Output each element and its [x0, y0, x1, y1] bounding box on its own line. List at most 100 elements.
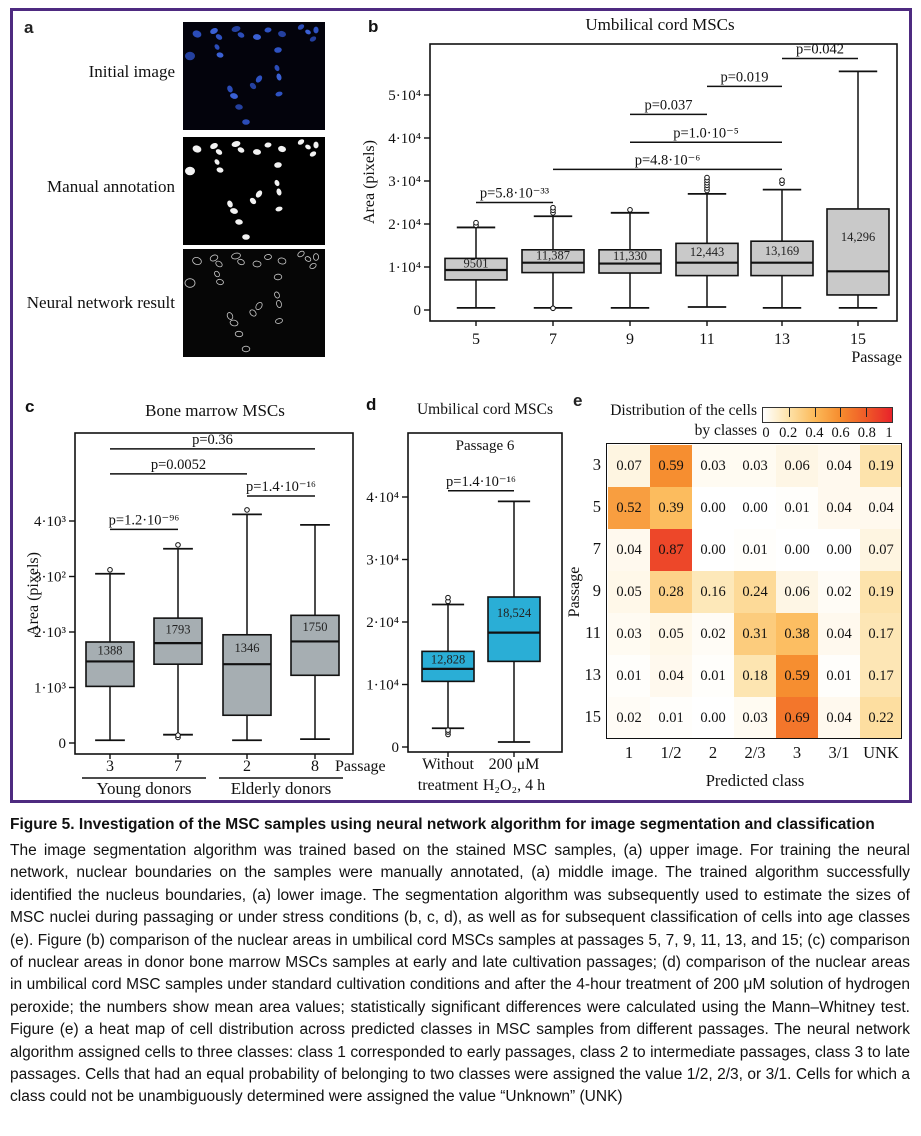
nucleus — [209, 254, 219, 262]
panel-d-boxplot-chart: d Umbilical cord MSCs 0 1·10⁴ 2·10⁴ 3·10⁴ 4·10… — [366, 395, 563, 794]
nucleus — [305, 144, 311, 150]
iqr-box — [222, 633, 272, 717]
outlier-point — [550, 204, 556, 211]
boxplot-series-2: 1793 — [153, 542, 203, 759]
outlier-point — [550, 305, 556, 312]
y-tick-label: 1·10⁴ — [366, 678, 399, 694]
heatmap-cell: 0.59 — [776, 655, 818, 697]
y-tick-label: 4·10⁴ — [366, 490, 399, 506]
nucleus — [278, 30, 286, 38]
mean-value-label: 14,296 — [841, 230, 875, 244]
panel-label-a: a — [24, 18, 34, 37]
plot-border — [429, 43, 898, 322]
mean-value-label: 1750 — [303, 620, 328, 634]
x-tick-label: 8 — [311, 758, 319, 775]
heatmap-cell: 0.01 — [650, 697, 692, 739]
nucleus — [215, 149, 223, 155]
iqr-box — [487, 596, 541, 663]
heatmap-cell: 0.03 — [734, 697, 776, 739]
heatmap-cell: 0.04 — [818, 697, 860, 739]
heatmap-row-label: 7 — [592, 539, 601, 558]
boxplot-series-1: 12,828 — [421, 594, 475, 757]
boxplot-series-4: 1750 — [290, 523, 340, 759]
heatmap-cell: 0.00 — [818, 529, 860, 571]
x-tick-label: 7 — [174, 758, 182, 775]
panel-label-c: c — [25, 397, 34, 416]
nucleus — [235, 104, 243, 110]
heatmap-legend-title-line: by classes — [694, 422, 757, 439]
y-tick-label: 0 — [59, 736, 67, 752]
heatmap-cell: 0.00 — [776, 529, 818, 571]
y-tick-label: 4·10⁴ — [388, 131, 421, 147]
heatmap-row-label: 5 — [592, 497, 601, 516]
p-value-label: p=0.019 — [720, 69, 768, 85]
heatmap-cell: 0.04 — [818, 487, 860, 529]
nucleus — [264, 27, 272, 33]
nucleus — [275, 206, 283, 212]
boxplot-series-5: 13,169 — [750, 177, 814, 326]
colorbar-tick-label: 0.6 — [831, 425, 850, 441]
nucleus — [252, 260, 262, 268]
colorbar-tick — [814, 408, 816, 417]
colorbar-tick — [788, 408, 790, 417]
boxplot-series-3: 1346 — [222, 507, 272, 759]
nuclei-rendering-blue — [185, 24, 319, 125]
y-tick-label: 2·10⁴ — [388, 217, 421, 233]
p-value-label: p=0.037 — [644, 97, 692, 113]
microscopy-image-annotation — [183, 137, 325, 245]
heatmap-cell: 0.52 — [608, 487, 650, 529]
heatmap-col-label: 1/2 — [660, 743, 682, 762]
colorbar-tick — [840, 408, 842, 417]
nucleus — [216, 167, 224, 173]
heatmap-row-label: 11 — [585, 623, 601, 642]
chart-title: Bone marrow MSCs — [145, 401, 285, 420]
outlier-point — [779, 177, 785, 183]
heatmap-row-label: 13 — [584, 665, 602, 684]
heatmap-cell: 0.01 — [776, 487, 818, 529]
iqr-box — [85, 641, 135, 688]
heatmap-cell: 0.19 — [860, 571, 902, 613]
heatmap-cell: 0.07 — [608, 445, 650, 487]
outlier-point — [175, 542, 181, 548]
iqr-box — [675, 242, 739, 277]
panel-label-d: d — [366, 395, 376, 414]
x-axis-label: Passage — [335, 758, 386, 775]
colorbar-tick — [866, 408, 868, 417]
boxplot-series-1: 9501 — [444, 219, 508, 326]
heatmap-col-label: 1 — [624, 743, 634, 762]
nucleus — [237, 147, 245, 153]
x-axis-label: Passage — [851, 349, 902, 366]
panel-a: a Initial image Manual annotation Neural… — [15, 10, 360, 382]
p-value-label: p=5.8·10⁻³³ — [480, 186, 550, 202]
nucleus — [231, 26, 241, 32]
heatmap-cell: 0.16 — [692, 571, 734, 613]
x-tick-label: 15 — [850, 331, 866, 348]
nucleus — [237, 32, 245, 38]
p-value-label: p=1.4·10⁻¹⁶ — [246, 479, 316, 495]
nucleus — [231, 252, 241, 260]
donor-group-label: Young donors — [96, 779, 191, 798]
heatmap-x-axis-label: Predicted class — [705, 771, 805, 790]
heatmap-cell: 0.04 — [818, 613, 860, 655]
panel-b-boxplot-chart: b Umbilical cord MSCs 0 1·10⁴ 2·10⁴ 3·10⁴ 4·10… — [361, 15, 902, 366]
nucleus — [309, 151, 317, 157]
micro-label-initial: Initial image — [88, 62, 175, 81]
caption-body: The image segmentation algorithm was tra… — [10, 842, 910, 1106]
heatmap-legend-title-line: Distribution of the cells — [610, 402, 757, 419]
heatmap-cell: 0.00 — [734, 487, 776, 529]
p-value-label: p=0.36 — [192, 432, 233, 448]
heatmap-col-label: 2 — [708, 743, 718, 762]
microscopy-image-nn-result — [183, 249, 325, 357]
p-value-label: p=4.8·10⁻⁶ — [635, 152, 701, 168]
x-tick-label: 9 — [626, 331, 634, 348]
heatmap-cell: 0.24 — [734, 571, 776, 613]
mean-value-label: 9501 — [464, 257, 489, 271]
p-value-label: p=1.0·10⁻⁵ — [673, 125, 739, 141]
heatmap-cell: 0.22 — [860, 697, 902, 739]
nucleus — [313, 26, 319, 34]
x-tick-label: H₂O₂, 4 h — [483, 777, 545, 794]
colorbar-tick-label: 1 — [885, 425, 893, 441]
heatmap-cell: 0.00 — [692, 697, 734, 739]
nucleus — [276, 73, 282, 81]
